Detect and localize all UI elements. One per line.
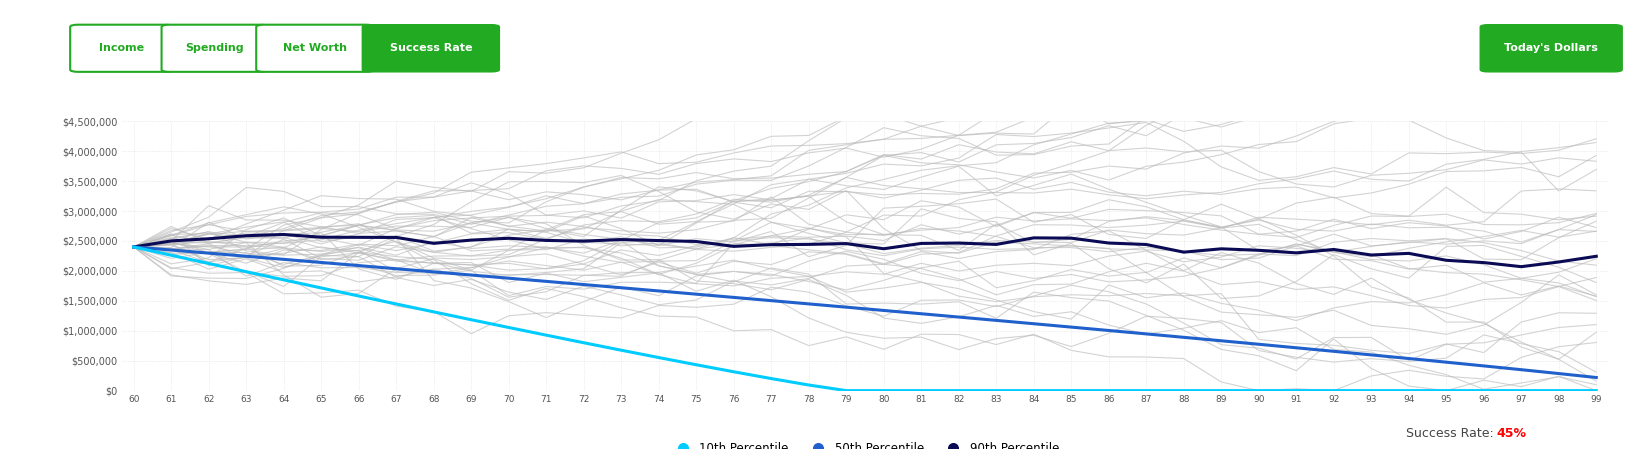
Text: 45%: 45% (1497, 427, 1526, 440)
Text: Success Rate:: Success Rate: (1405, 427, 1493, 440)
Text: Success Rate: Success Rate (390, 43, 472, 53)
Text: Spending: Spending (186, 43, 243, 53)
Text: Net Worth: Net Worth (282, 43, 348, 53)
Legend: 10th Percentile, 50th Percentile, 90th Percentile: 10th Percentile, 50th Percentile, 90th P… (666, 438, 1064, 449)
Text: Today's Dollars: Today's Dollars (1505, 43, 1598, 53)
Text: Income: Income (100, 43, 144, 53)
